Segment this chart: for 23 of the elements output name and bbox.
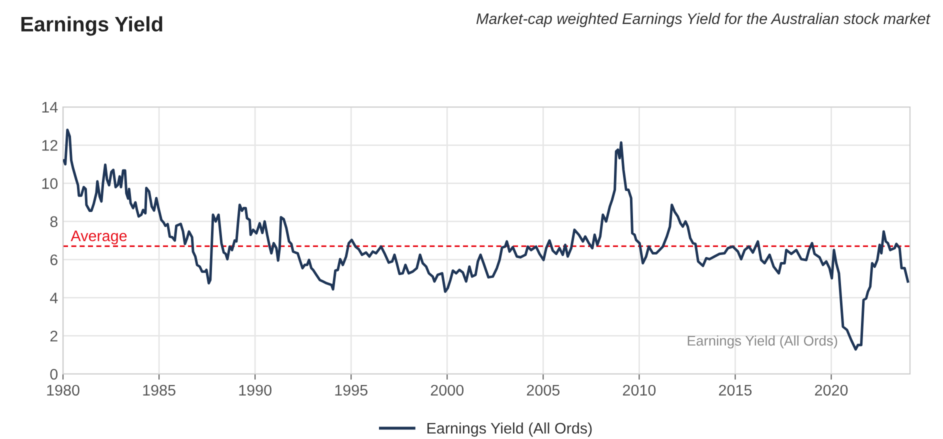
annotation: Earnings Yield (All Ords) — [688, 335, 838, 348]
y-tick-label: 4 — [50, 292, 58, 304]
y-tick-label: 14 — [42, 102, 58, 113]
legend-label: Earnings Yield (All Ords) — [427, 422, 592, 437]
x-tick-label: 2015 — [719, 384, 752, 396]
x-tick-label: 2005 — [526, 384, 560, 396]
y-tick-label: 6 — [50, 254, 58, 266]
x-tick-label: 1985 — [143, 384, 176, 396]
y-tick-label: 2 — [50, 330, 58, 342]
ref-line-label: Average — [70, 230, 127, 244]
chart-subtitle: Market-cap weighted Earnings Yield for the Australian stock market — [476, 12, 931, 28]
line-series — [63, 128, 910, 351]
y-tick-label: 8 — [50, 216, 58, 228]
y-tick-label: 12 — [42, 140, 58, 151]
x-tick-label: 2010 — [622, 384, 656, 396]
x-tick-label: 2000 — [430, 384, 464, 396]
x-tick-label: 1995 — [335, 384, 368, 396]
x-tick-label: 2020 — [815, 384, 848, 396]
chart-title: Earnings Yield — [21, 16, 162, 36]
y-tick-label: 0 — [50, 368, 58, 380]
x-tick-label: 1990 — [239, 384, 272, 396]
x-tick-label: 1980 — [47, 384, 80, 396]
y-tick-label: 10 — [42, 178, 58, 189]
